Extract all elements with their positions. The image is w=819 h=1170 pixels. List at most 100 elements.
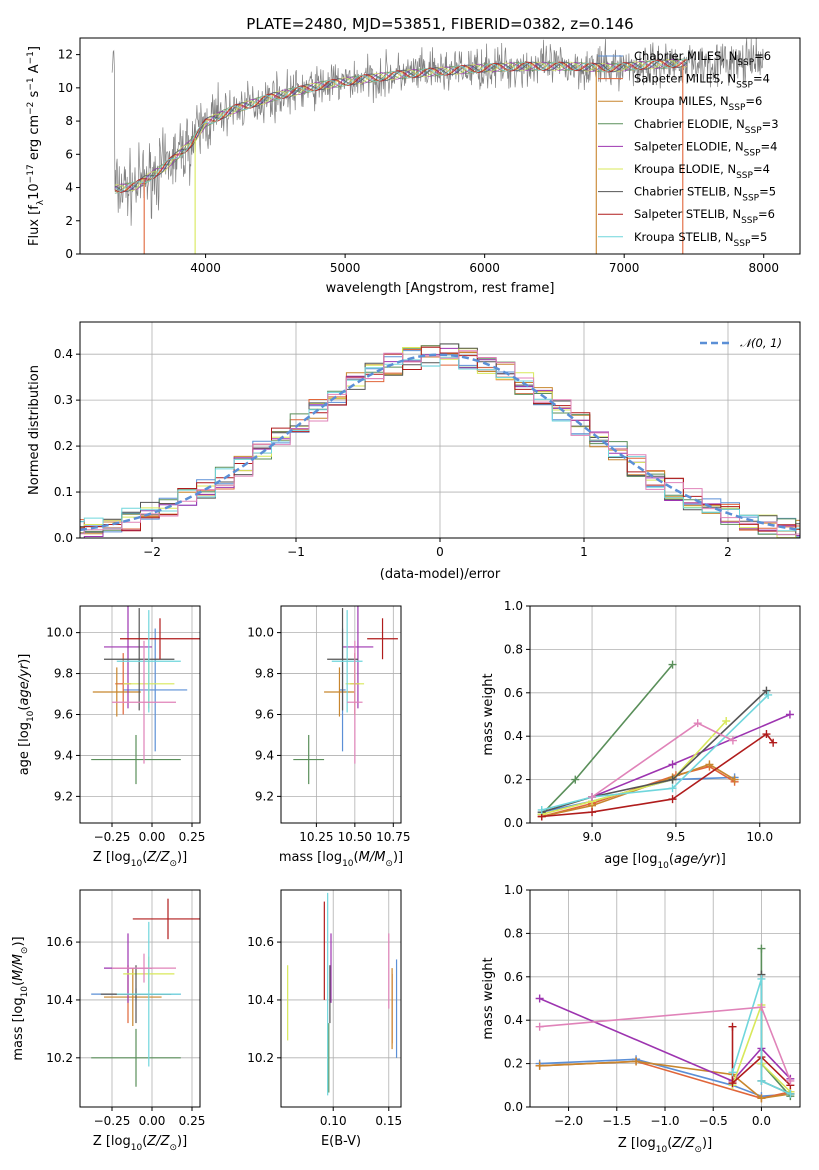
y-tick-label: 0.1 xyxy=(54,485,73,499)
weight-series-line xyxy=(760,974,791,1095)
x-label-part: age/yr xyxy=(674,852,717,867)
weight-marker xyxy=(537,805,546,814)
y-label-part: ( xyxy=(11,981,26,986)
weight-marker xyxy=(668,795,677,804)
y-tick-label: 9.8 xyxy=(54,667,73,681)
x-label-part: 10 xyxy=(131,859,143,869)
y-tick-label: 10.0 xyxy=(46,626,73,640)
x-label-part: Z [log xyxy=(93,1134,131,1149)
weight-marker xyxy=(757,1003,766,1012)
weight-series-line xyxy=(541,664,674,815)
x-label-part: wavelength [Angstrom, rest frame] xyxy=(326,281,555,296)
legend-label-part: SSP xyxy=(742,194,759,204)
weight-marker xyxy=(762,686,771,695)
y-tick-label: 9.4 xyxy=(54,748,73,762)
x-tick-label: 0.10 xyxy=(320,1114,347,1128)
y-tick-label: 0.4 xyxy=(504,729,523,743)
x-label-part: 10 xyxy=(656,1145,668,1155)
y-tick-label: 10 xyxy=(58,81,73,95)
x-label-part: Z [log xyxy=(93,850,131,865)
x-tick-label: −2 xyxy=(143,545,161,559)
legend-label-part: =6 xyxy=(754,49,771,63)
y-label-part: ] xyxy=(27,46,42,51)
age-vs-mass-panel: 10.25 10.50 10.75 9.2 9.4 9.6 9.8 10.0 mass [log… xyxy=(247,605,410,869)
y-tick-label: 9.4 xyxy=(255,748,274,762)
weight-marker xyxy=(786,1089,795,1098)
weight-vs-metallicity-panel: −2.0 −1.5 −1.0 −0.5 0.0 0.0 0.2 0.4 0.6 0.8 1.0 Z [… xyxy=(481,883,801,1155)
y-label-part: mass weight xyxy=(481,957,496,1039)
legend-label-part: Chabrier MILES, N xyxy=(634,49,737,63)
y-tick-label: 9.8 xyxy=(255,667,274,681)
y-label-part: λ xyxy=(36,199,46,205)
weight-marker xyxy=(769,738,778,747)
x-axis-label: Z [log10(Z/Z⊙)] xyxy=(618,1136,712,1155)
y-tick-label: 2 xyxy=(65,214,73,228)
y-tick-label: 9.6 xyxy=(54,708,73,722)
spectrum-panel: 4000 5000 6000 7000 8000 0 2 4 6 8 10 12 Chabrier MI… xyxy=(26,37,801,296)
y-tick-label: 0.6 xyxy=(504,970,523,984)
weight-series-line xyxy=(591,713,791,798)
legend-label-part: =4 xyxy=(761,139,778,153)
legend-label-part: =3 xyxy=(762,117,779,131)
y-axis-label: mass weight xyxy=(481,673,496,755)
legend-label-part: =4 xyxy=(753,72,770,86)
y-label-part: )] xyxy=(11,936,26,946)
y-tick-label: 10.6 xyxy=(46,935,73,949)
residual-histogram xyxy=(80,347,800,538)
y-axis-label: age [log10(age/yr)] xyxy=(17,654,36,776)
weight-vs-age-panel: 9.0 9.5 10.0 0.0 0.2 0.4 0.6 0.8 1.0 age [log10(a… xyxy=(481,599,801,871)
y-tick-label: 1.0 xyxy=(504,883,523,897)
x-tick-label: 5000 xyxy=(330,261,361,275)
y-tick-label: 10.4 xyxy=(247,993,274,1007)
x-tick-label: 0.0 xyxy=(752,1114,771,1128)
x-tick-label: 0.15 xyxy=(375,1114,402,1128)
legend-label-part: =5 xyxy=(750,230,767,244)
legend-label-part: Kroupa MILES, N xyxy=(634,94,729,108)
y-label-part: 10 xyxy=(20,986,30,998)
y-label-part: ( xyxy=(17,706,32,711)
mass-vs-ebv-panel: 0.10 0.15 10.2 10.4 10.6 E(B-V) xyxy=(247,889,402,1149)
y-tick-label: 0.8 xyxy=(504,926,523,940)
y-tick-label: 4 xyxy=(65,181,73,195)
weight-marker xyxy=(535,1022,544,1031)
x-tick-label: −2.0 xyxy=(554,1114,583,1128)
plot-area xyxy=(537,660,794,821)
y-tick-label: 6 xyxy=(65,147,73,161)
x-tick-label: −0.5 xyxy=(699,1114,728,1128)
y-label-part: −1 xyxy=(26,51,36,64)
model-spectrum-line xyxy=(114,59,688,192)
y-tick-label: 0.4 xyxy=(54,347,73,361)
weight-marker xyxy=(705,760,714,769)
residual-histogram xyxy=(80,352,800,535)
x-label-part: ⊙ xyxy=(169,1143,177,1153)
weight-series-line xyxy=(539,997,791,1082)
weight-series-line xyxy=(731,978,791,1095)
y-tick-label: 8 xyxy=(65,114,73,128)
x-tick-label: 2 xyxy=(724,545,732,559)
x-tick-label: 4000 xyxy=(190,261,221,275)
weight-series-line xyxy=(541,690,768,813)
x-axis-label: Z [log10(Z/Z⊙)] xyxy=(93,850,187,869)
y-tick-label: 0.2 xyxy=(504,1057,523,1071)
plot-area xyxy=(293,606,398,785)
y-tick-label: 12 xyxy=(58,48,73,62)
legend-label: Chabrier MILES, NSSP=6 xyxy=(634,49,771,68)
x-label-part: ( xyxy=(142,1134,147,1149)
y-label-part: −17 xyxy=(26,164,36,183)
weight-marker xyxy=(588,792,597,801)
y-axis-label: Flux [fλ10−17 erg cm−2 s−1 A−1] xyxy=(26,46,46,246)
x-tick-label: 10.25 xyxy=(299,830,333,844)
weight-marker xyxy=(693,719,702,728)
x-tick-label: 8000 xyxy=(748,261,779,275)
weight-marker xyxy=(632,1057,641,1066)
y-label-part: A xyxy=(27,64,42,77)
weight-marker xyxy=(535,1061,544,1070)
model-spectrum-line xyxy=(114,58,688,191)
legend-label-part: SSP xyxy=(741,216,758,226)
legend-label-part: SSP xyxy=(744,148,761,158)
x-label-part: ( xyxy=(142,850,147,865)
legend-label-part: Salpeter ELODIE, N xyxy=(634,139,744,153)
x-tick-label: −0.25 xyxy=(94,1114,131,1128)
weight-marker xyxy=(764,690,773,699)
